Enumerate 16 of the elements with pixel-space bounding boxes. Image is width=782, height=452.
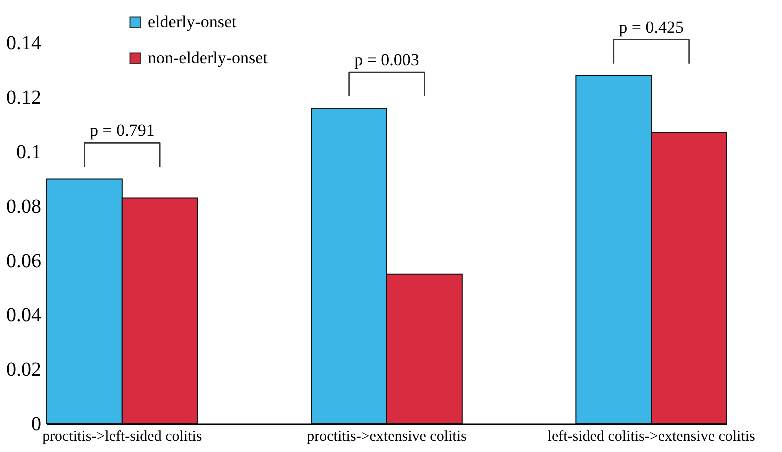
annotation: p = 0.003 [354,50,420,70]
y-tick-label: 0.12 [6,87,42,110]
x-tick-label: left-sided colitis->extensive colitis [548,429,756,445]
y-tick-label: 0.14 [6,32,42,55]
y-tick-label: 0.06 [6,250,42,272]
x-tick-label: proctitis->extensive colitis [307,429,467,445]
annotation: p = 0.425 [619,18,684,37]
y-tick-label: 0.02 [6,359,42,382]
legend-label: elderly-onset [148,12,238,32]
legend-label: non-elderly-onset [148,48,268,68]
y-tick-label: 0 [32,414,42,436]
y-tick-label: 0.04 [6,304,42,327]
annotation: p = 0.791 [90,121,155,140]
y-tick-label: 0.08 [6,196,42,218]
x-tick-label: proctitis->left-sided colitis [42,429,202,445]
y-tick-label: 0.1 [16,142,42,164]
